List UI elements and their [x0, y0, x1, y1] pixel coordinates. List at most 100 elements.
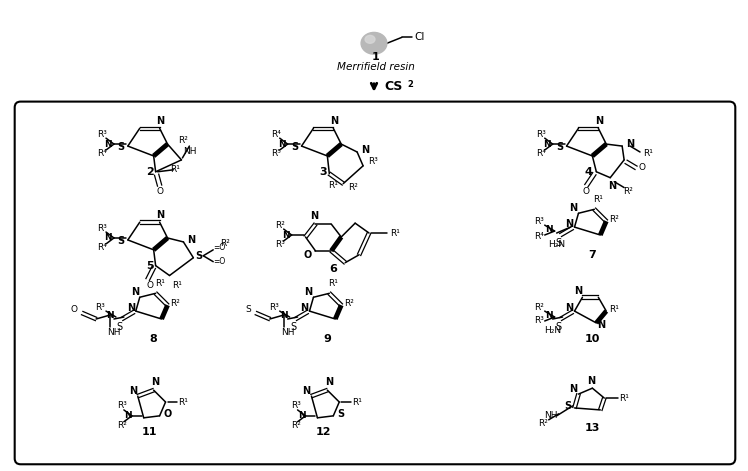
Text: R¹: R¹: [352, 398, 362, 406]
Text: 4: 4: [584, 167, 592, 177]
Text: H₂N: H₂N: [544, 326, 561, 335]
Text: R¹: R¹: [179, 398, 188, 406]
Text: N: N: [104, 139, 111, 148]
Text: R³: R³: [97, 224, 107, 233]
Text: S: S: [556, 322, 562, 332]
Text: N: N: [626, 139, 634, 149]
Text: 10: 10: [585, 334, 600, 344]
Text: R²: R²: [610, 215, 619, 224]
Text: 8: 8: [150, 334, 158, 344]
Text: R⁴: R⁴: [97, 149, 107, 158]
Text: 9: 9: [323, 334, 331, 344]
Text: N: N: [282, 230, 289, 240]
Text: NH: NH: [544, 411, 557, 420]
Text: R²: R²: [538, 419, 548, 428]
Text: R¹: R¹: [171, 165, 180, 174]
Text: N: N: [545, 225, 553, 234]
Text: N: N: [543, 139, 551, 148]
Text: O: O: [146, 281, 153, 290]
Text: N: N: [131, 287, 139, 297]
Text: R¹: R¹: [593, 195, 603, 204]
Text: S: S: [556, 142, 563, 152]
Text: S: S: [117, 142, 124, 152]
Text: N: N: [595, 116, 604, 126]
Text: =O: =O: [213, 257, 225, 266]
Text: Merrifield resin: Merrifield resin: [337, 62, 415, 72]
Text: S: S: [117, 236, 124, 246]
Text: R³: R³: [534, 317, 544, 325]
Text: N: N: [565, 219, 574, 229]
Text: R²: R²: [291, 421, 301, 430]
Text: R²: R²: [623, 187, 633, 196]
Ellipse shape: [365, 35, 375, 43]
Text: R⁵: R⁵: [271, 149, 280, 158]
Text: R³: R³: [275, 240, 285, 249]
Text: R⁴: R⁴: [536, 149, 546, 158]
Text: N: N: [569, 203, 577, 213]
Text: R³: R³: [291, 401, 301, 410]
Text: R²: R²: [117, 421, 127, 430]
Text: R²: R²: [349, 183, 358, 192]
Text: R³: R³: [536, 130, 546, 138]
Text: R³: R³: [269, 303, 279, 312]
Text: N: N: [361, 145, 369, 155]
Text: N: N: [129, 386, 137, 396]
Text: N: N: [608, 180, 616, 191]
Text: N: N: [156, 116, 165, 126]
Text: R³: R³: [97, 130, 107, 138]
Text: N: N: [280, 310, 287, 319]
Text: 5: 5: [146, 260, 153, 271]
Text: 3: 3: [319, 167, 327, 177]
Text: 13: 13: [585, 422, 600, 433]
Text: N: N: [126, 303, 135, 313]
Text: R²: R²: [344, 299, 354, 308]
Text: S: S: [290, 322, 297, 332]
Text: R¹: R¹: [328, 181, 338, 190]
Text: R⁴: R⁴: [97, 244, 107, 252]
Text: N: N: [278, 139, 286, 148]
Text: R²: R²: [220, 239, 230, 248]
Text: N: N: [310, 211, 319, 221]
Text: R³: R³: [117, 401, 127, 410]
Text: N: N: [545, 310, 553, 319]
Text: N: N: [597, 320, 605, 330]
Text: O: O: [156, 187, 163, 196]
Text: N: N: [187, 235, 195, 245]
Text: H₂N: H₂N: [548, 240, 565, 249]
Text: R¹: R¹: [155, 279, 165, 288]
Text: N: N: [587, 376, 595, 386]
Text: R²: R²: [171, 299, 180, 308]
Text: NH: NH: [183, 147, 196, 156]
Text: S: S: [117, 322, 123, 332]
Text: S: S: [564, 401, 571, 411]
Text: N: N: [574, 286, 583, 296]
Text: O: O: [71, 305, 78, 314]
Text: S: S: [245, 305, 251, 314]
Text: NH: NH: [107, 328, 120, 337]
Text: N: N: [124, 411, 132, 420]
Text: =O: =O: [213, 244, 225, 252]
Text: N: N: [301, 303, 309, 313]
Text: O: O: [583, 187, 590, 196]
Text: 7: 7: [589, 250, 596, 260]
Text: N: N: [330, 116, 338, 126]
Text: R⁴: R⁴: [271, 130, 280, 138]
Text: S: S: [337, 409, 345, 419]
Text: 1: 1: [372, 52, 380, 62]
Text: S: S: [556, 238, 562, 248]
Text: 2: 2: [408, 80, 414, 89]
Text: N: N: [302, 386, 310, 396]
Text: N: N: [106, 310, 114, 319]
Text: R¹: R¹: [643, 149, 653, 158]
Text: 2: 2: [146, 167, 153, 177]
Text: R³: R³: [368, 157, 378, 166]
Text: N: N: [325, 377, 334, 387]
Text: N: N: [304, 287, 313, 297]
Text: N: N: [156, 210, 165, 220]
Ellipse shape: [361, 32, 387, 54]
Text: O: O: [639, 163, 646, 172]
Text: N: N: [104, 234, 111, 243]
Text: 6: 6: [329, 264, 337, 274]
Text: 12: 12: [316, 427, 331, 437]
Text: R¹: R¹: [610, 305, 619, 314]
